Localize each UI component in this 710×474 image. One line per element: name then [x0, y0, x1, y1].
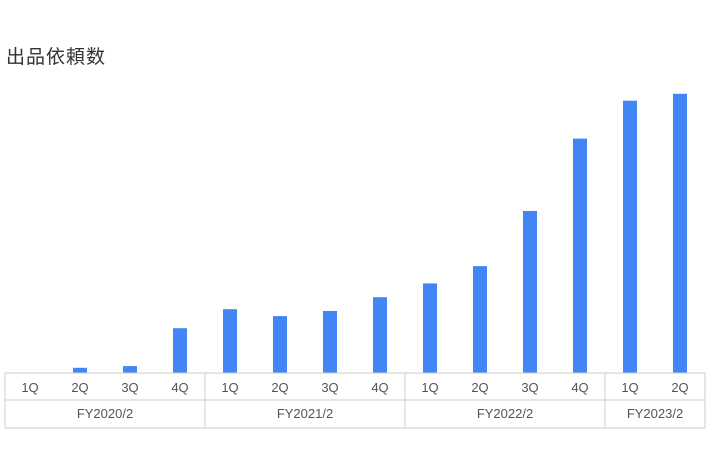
tick-label: 4Q — [171, 380, 188, 395]
bar — [473, 266, 487, 373]
tick-label: 2Q — [671, 380, 688, 395]
group-label: FY2020/2 — [77, 406, 133, 421]
chart-title: 出品依頼数 — [6, 46, 107, 68]
bar — [673, 93, 687, 374]
tick-label: 1Q — [621, 380, 638, 395]
tick-label: 2Q — [71, 380, 88, 395]
tick-label: 2Q — [471, 380, 488, 395]
group-label: FY2023/2 — [627, 406, 683, 421]
group-label: FY2022/2 — [477, 406, 533, 421]
tick-label: 3Q — [521, 380, 538, 395]
tick-label: 4Q — [571, 380, 588, 395]
group-label: FY2021/2 — [277, 406, 333, 421]
bar — [223, 309, 237, 373]
category-axis: 1Q 2Q 3Q 4Q 1Q 2Q 3Q 4Q 1Q 2Q 3Q 4Q 1Q 2Q FY2020/2 FY20… — [4, 372, 706, 429]
bar — [273, 316, 287, 373]
tick-label: 1Q — [221, 380, 238, 395]
bar — [73, 367, 87, 373]
bar — [173, 328, 187, 373]
bar — [423, 283, 437, 373]
bars-layer — [73, 93, 687, 374]
tick-label: 1Q — [21, 380, 38, 395]
tick-label: 2Q — [271, 380, 288, 395]
tick-label: 3Q — [121, 380, 138, 395]
tick-label: 4Q — [371, 380, 388, 395]
bar — [373, 297, 387, 373]
bar — [623, 100, 637, 373]
tick-label: 3Q — [321, 380, 338, 395]
bar — [323, 311, 337, 373]
bar — [573, 138, 587, 373]
tick-label: 1Q — [421, 380, 438, 395]
bar — [123, 366, 137, 373]
bar — [523, 211, 537, 373]
